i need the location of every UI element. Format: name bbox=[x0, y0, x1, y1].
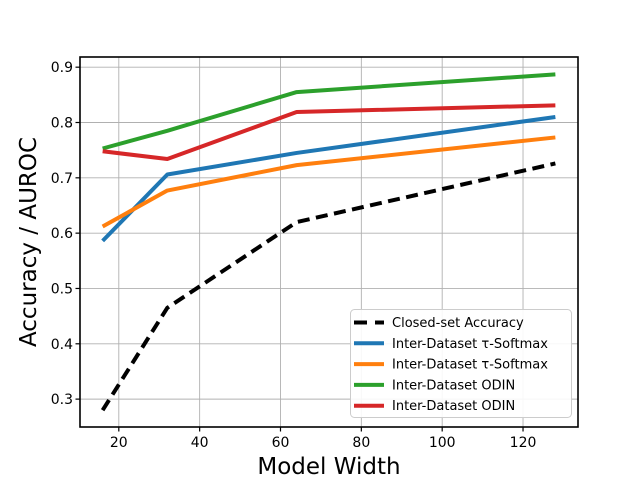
x-tick-label: 40 bbox=[191, 435, 209, 451]
legend-label: Inter-Dataset τ-Softmax bbox=[392, 358, 548, 373]
legend-item: Inter-Dataset ODIN bbox=[354, 378, 515, 393]
legend-item: Inter-Dataset τ-Softmax bbox=[354, 358, 548, 373]
legend-label: Closed-set Accuracy bbox=[392, 316, 524, 331]
y-tick-label: 0.6 bbox=[51, 226, 73, 242]
y-tick-label: 0.5 bbox=[51, 281, 73, 297]
legend-item: Closed-set Accuracy bbox=[354, 316, 524, 331]
y-tick-label: 0.8 bbox=[51, 116, 73, 132]
legend-box bbox=[350, 309, 572, 418]
x-tick-label: 120 bbox=[510, 435, 537, 451]
legend-label: Inter-Dataset τ-Softmax bbox=[392, 337, 548, 352]
x-axis-label: Model Width bbox=[257, 454, 400, 480]
y-axis-label: Accuracy / AUROC bbox=[16, 137, 42, 347]
axes-frame bbox=[79, 56, 579, 428]
legend-label: Inter-Dataset ODIN bbox=[392, 378, 515, 393]
axis-ticks: 20 40 60 80 100 120 0.3 0.4 0.5 0.6 0.7 0.8 0.9 bbox=[51, 60, 537, 451]
series-line-0 bbox=[100, 161, 556, 412]
x-tick-label: 20 bbox=[110, 435, 128, 451]
series-line-3 bbox=[102, 72, 556, 151]
y-tick-label: 0.3 bbox=[51, 392, 73, 408]
x-tick-label: 100 bbox=[429, 435, 456, 451]
series-line-2 bbox=[101, 135, 556, 229]
legend-label: Inter-Dataset ODIN bbox=[392, 399, 515, 414]
series-line-4 bbox=[102, 103, 556, 162]
y-tick-label: 0.4 bbox=[51, 337, 73, 353]
legend-item: Inter-Dataset τ-Softmax bbox=[354, 337, 548, 352]
x-tick-label: 80 bbox=[352, 435, 370, 451]
x-tick-label: 60 bbox=[272, 435, 290, 451]
series-lines bbox=[100, 72, 556, 412]
legend: Closed-set Accuracy Inter-Dataset τ-Softm… bbox=[350, 309, 572, 418]
y-tick-label: 0.7 bbox=[51, 171, 73, 187]
legend-item: Inter-Dataset ODIN bbox=[354, 399, 515, 414]
y-tick-label: 0.9 bbox=[51, 60, 73, 76]
plot-frame bbox=[79, 56, 579, 428]
